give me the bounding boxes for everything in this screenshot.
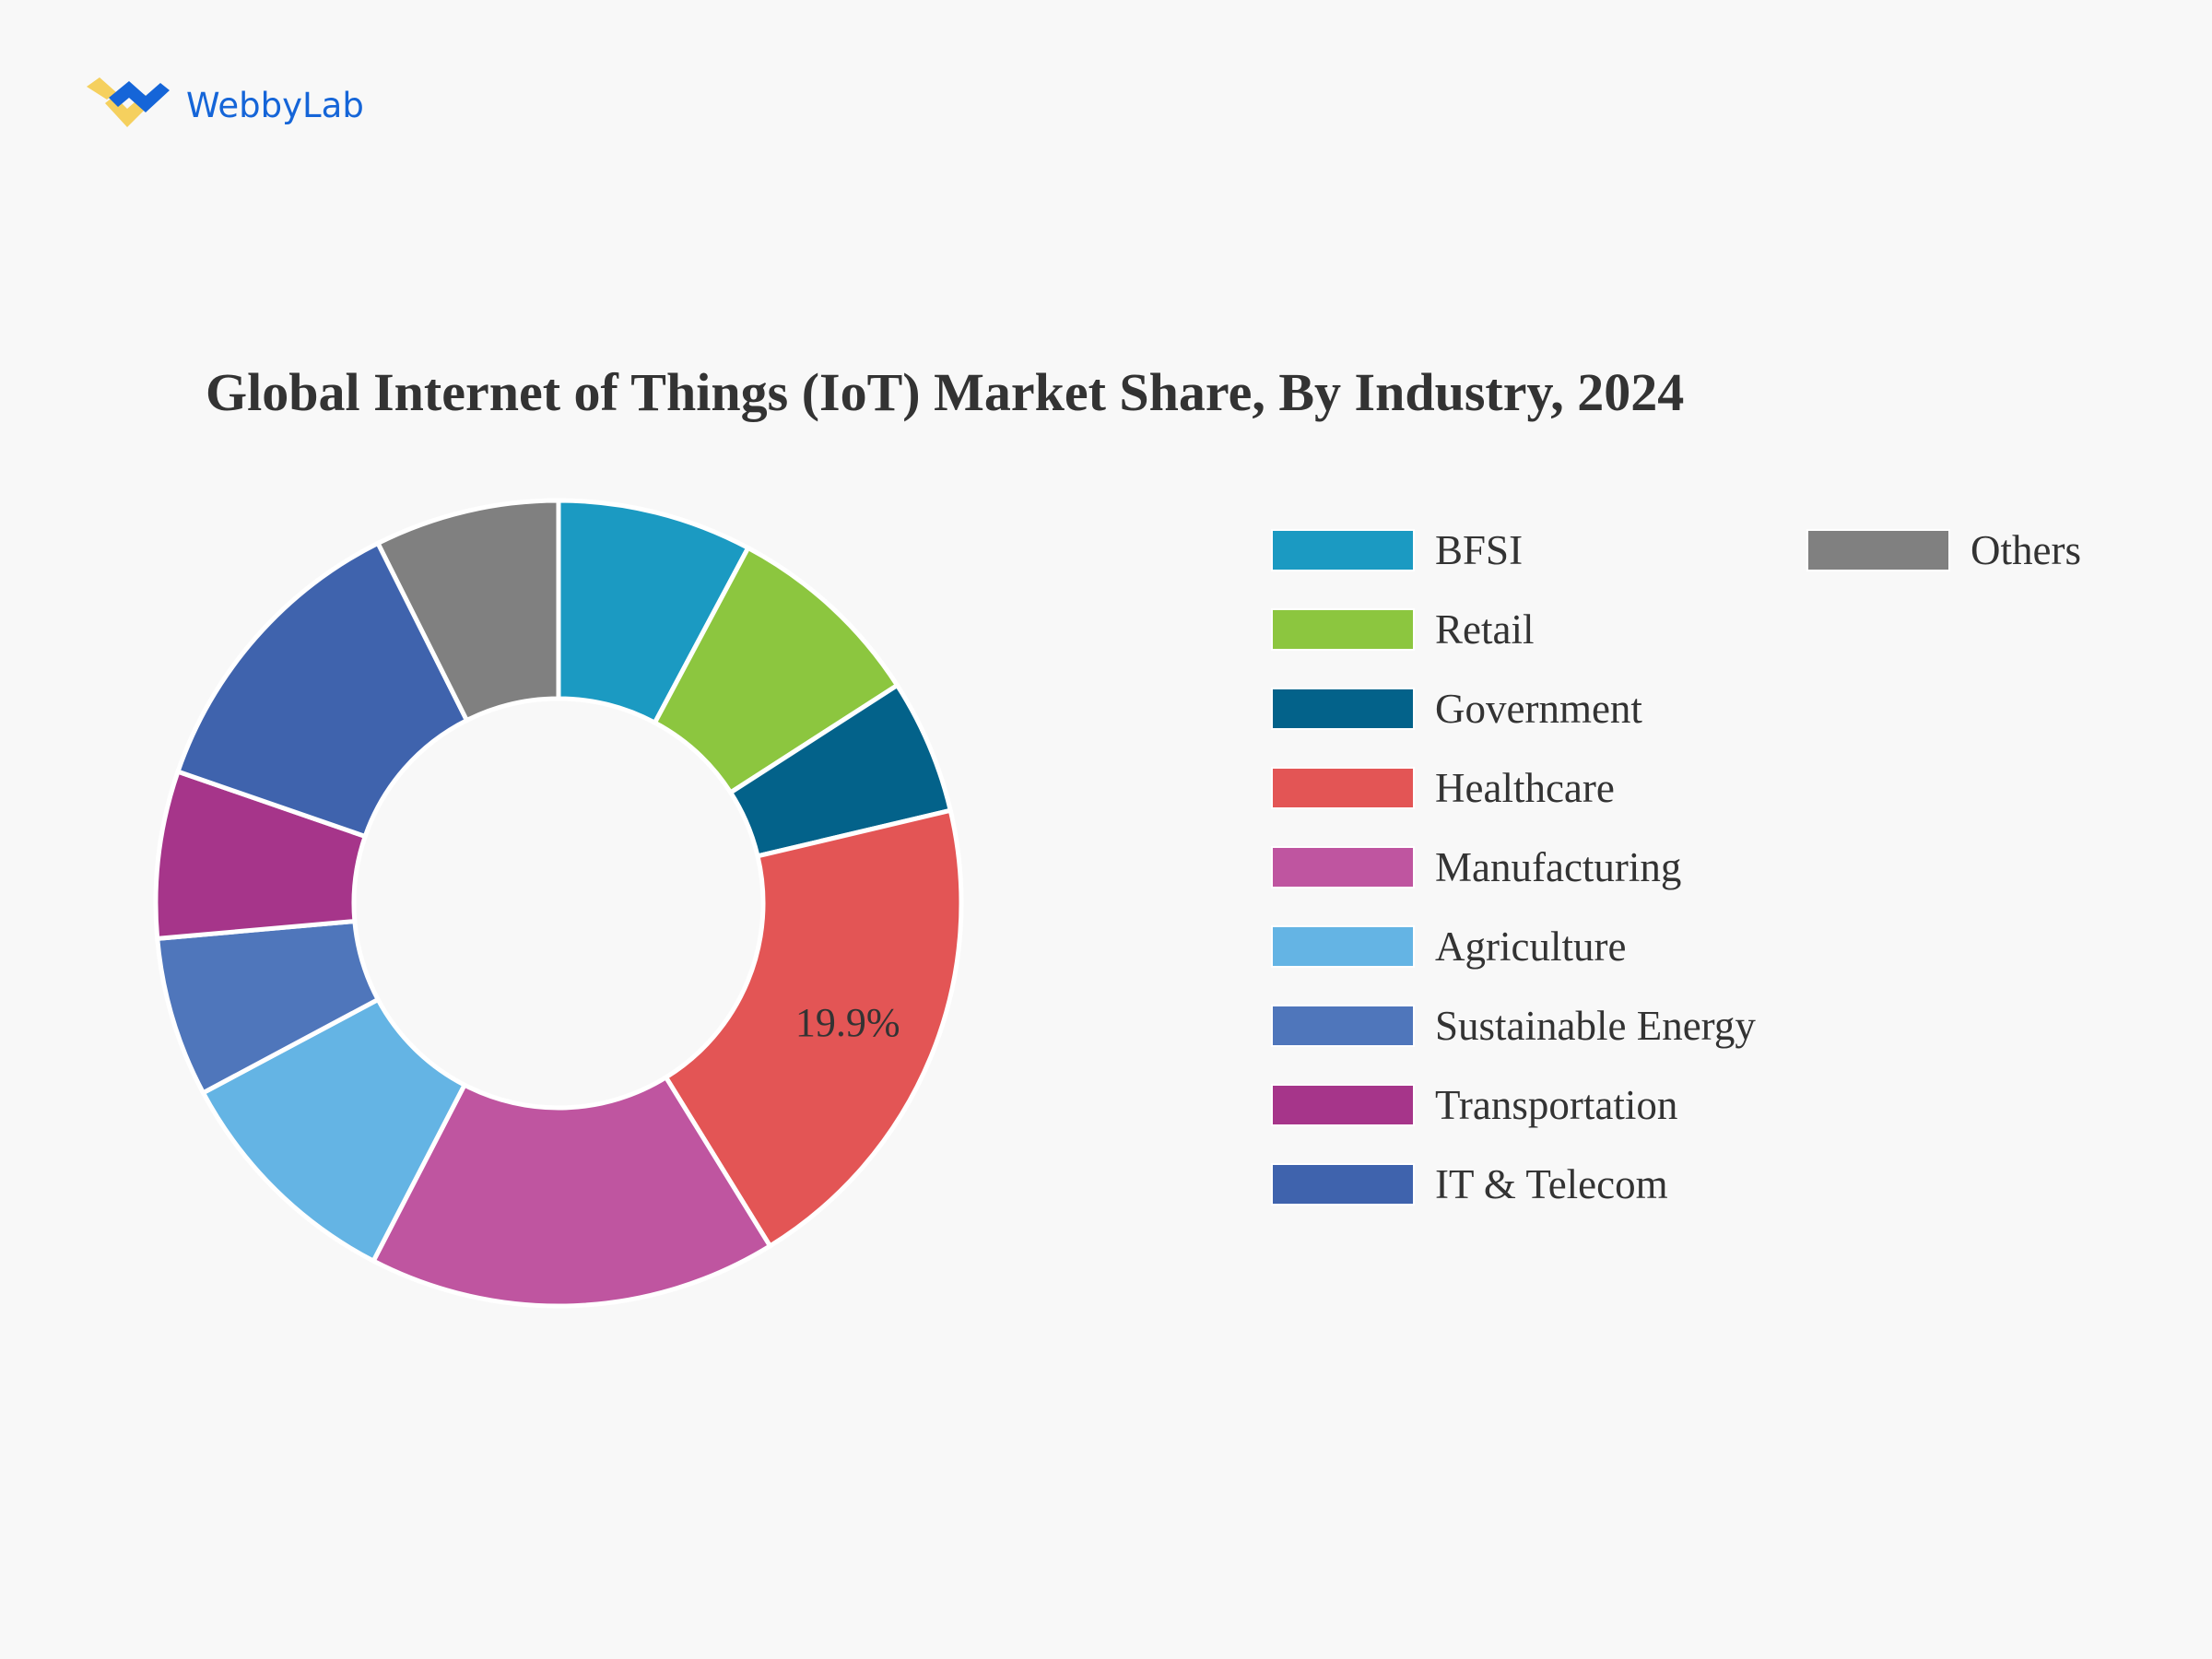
legend-label: Others [1971, 527, 2081, 573]
legend-item[interactable]: Healthcare [1271, 765, 1615, 811]
legend-label: IT & Telecom [1435, 1161, 1668, 1207]
legend-label: Healthcare [1435, 765, 1615, 811]
legend-label: BFSI [1435, 527, 1524, 573]
legend-label: Retail [1435, 606, 1535, 653]
data-label: 19.9% [795, 1000, 900, 1045]
slice-manufacturing[interactable] [370, 1074, 773, 1309]
legend-label: Sustainable Energy [1435, 1003, 1756, 1049]
legend-swatch [1806, 529, 1950, 571]
legend-swatch [1271, 846, 1415, 888]
slice-healthcare[interactable] [663, 807, 964, 1250]
legend-item[interactable]: Others [1806, 527, 2081, 573]
legend-item[interactable]: Sustainable Energy [1271, 1003, 1756, 1049]
logo-text: WebbyLab [186, 85, 364, 125]
slice-agriculture[interactable] [200, 996, 468, 1265]
legend-item[interactable]: Government [1271, 686, 1642, 732]
logo-mark-icon [87, 77, 170, 127]
legend-swatch [1271, 608, 1415, 651]
legend-swatch [1271, 767, 1415, 809]
webbylab-logo: WebbyLab [81, 77, 364, 133]
legend-item[interactable]: Manufacturing [1271, 844, 1681, 890]
legend-item[interactable]: Retail [1271, 606, 1534, 653]
legend-item[interactable]: BFSI [1271, 527, 1523, 573]
chart-title: Global Internet of Things (IoT) Market S… [206, 362, 1685, 422]
slice-it-telecom[interactable] [174, 540, 470, 840]
legend-swatch [1271, 1084, 1415, 1126]
legend-item[interactable]: Agriculture [1271, 924, 1626, 970]
legend-swatch [1271, 529, 1415, 571]
legend-swatch [1271, 925, 1415, 968]
legend-swatch [1271, 688, 1415, 730]
legend-label: Government [1435, 686, 1642, 732]
slice-others[interactable] [374, 498, 561, 724]
legend-label: Transportation [1435, 1082, 1678, 1128]
legend-item[interactable]: Transportation [1271, 1082, 1677, 1128]
legend-item[interactable]: IT & Telecom [1271, 1161, 1668, 1207]
legend-label: Manufacturing [1435, 844, 1682, 890]
legend-label: Agriculture [1435, 924, 1627, 970]
legend-swatch [1271, 1163, 1415, 1206]
legend-swatch [1271, 1005, 1415, 1047]
